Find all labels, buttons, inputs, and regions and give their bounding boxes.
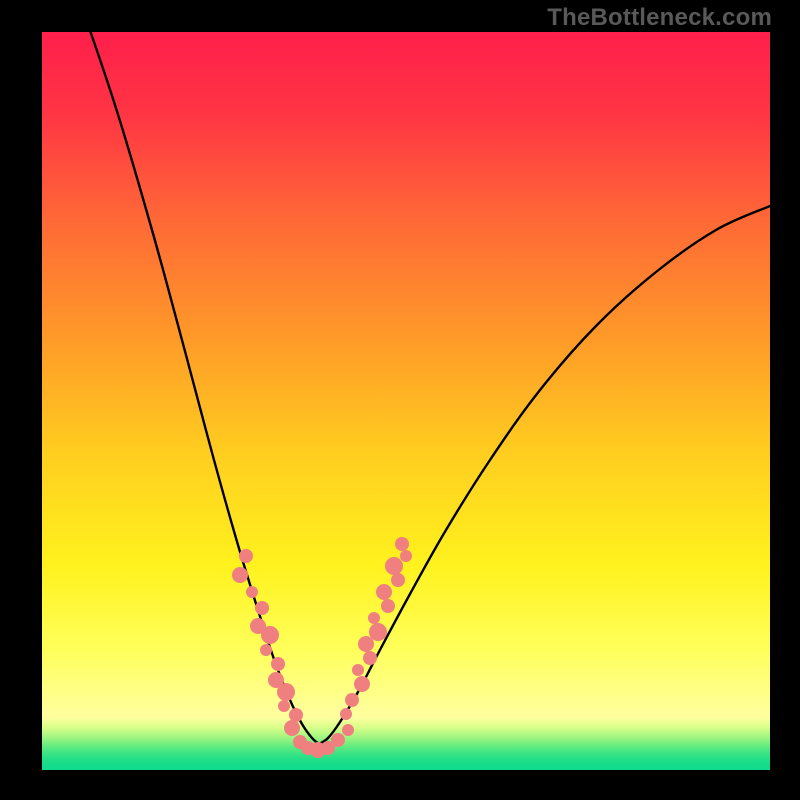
plot-area: [42, 32, 770, 770]
marker-dot: [369, 623, 387, 641]
marker-dot: [368, 612, 380, 624]
marker-dot: [260, 644, 272, 656]
marker-dot: [363, 651, 377, 665]
marker-dot: [284, 720, 300, 736]
marker-dot: [340, 708, 352, 720]
markers-right: [340, 537, 412, 720]
marker-dot: [246, 586, 258, 598]
marker-dot: [239, 549, 253, 563]
marker-dot: [331, 733, 345, 747]
marker-dot: [255, 601, 269, 615]
marker-dot: [278, 700, 290, 712]
marker-dot: [376, 584, 392, 600]
marker-dot: [261, 626, 279, 644]
marker-dot: [352, 664, 364, 676]
watermark-text: TheBottleneck.com: [547, 4, 772, 32]
marker-dot: [381, 599, 395, 613]
marker-dot: [358, 636, 374, 652]
marker-dot: [391, 573, 405, 587]
marker-dot: [395, 537, 409, 551]
frame-right: [770, 0, 800, 800]
frame-left: [0, 0, 42, 800]
marker-dot: [271, 657, 285, 671]
marker-dot: [342, 724, 354, 736]
marker-dot: [232, 567, 248, 583]
marker-dot: [385, 557, 403, 575]
marker-dot: [277, 683, 295, 701]
curve-left: [76, 32, 319, 744]
chart-svg: [42, 32, 770, 770]
marker-dot: [289, 708, 303, 722]
frame-bottom: [0, 770, 800, 800]
marker-dot: [400, 550, 412, 562]
marker-dot: [345, 693, 359, 707]
curve-right: [319, 206, 770, 744]
marker-dot: [354, 676, 370, 692]
